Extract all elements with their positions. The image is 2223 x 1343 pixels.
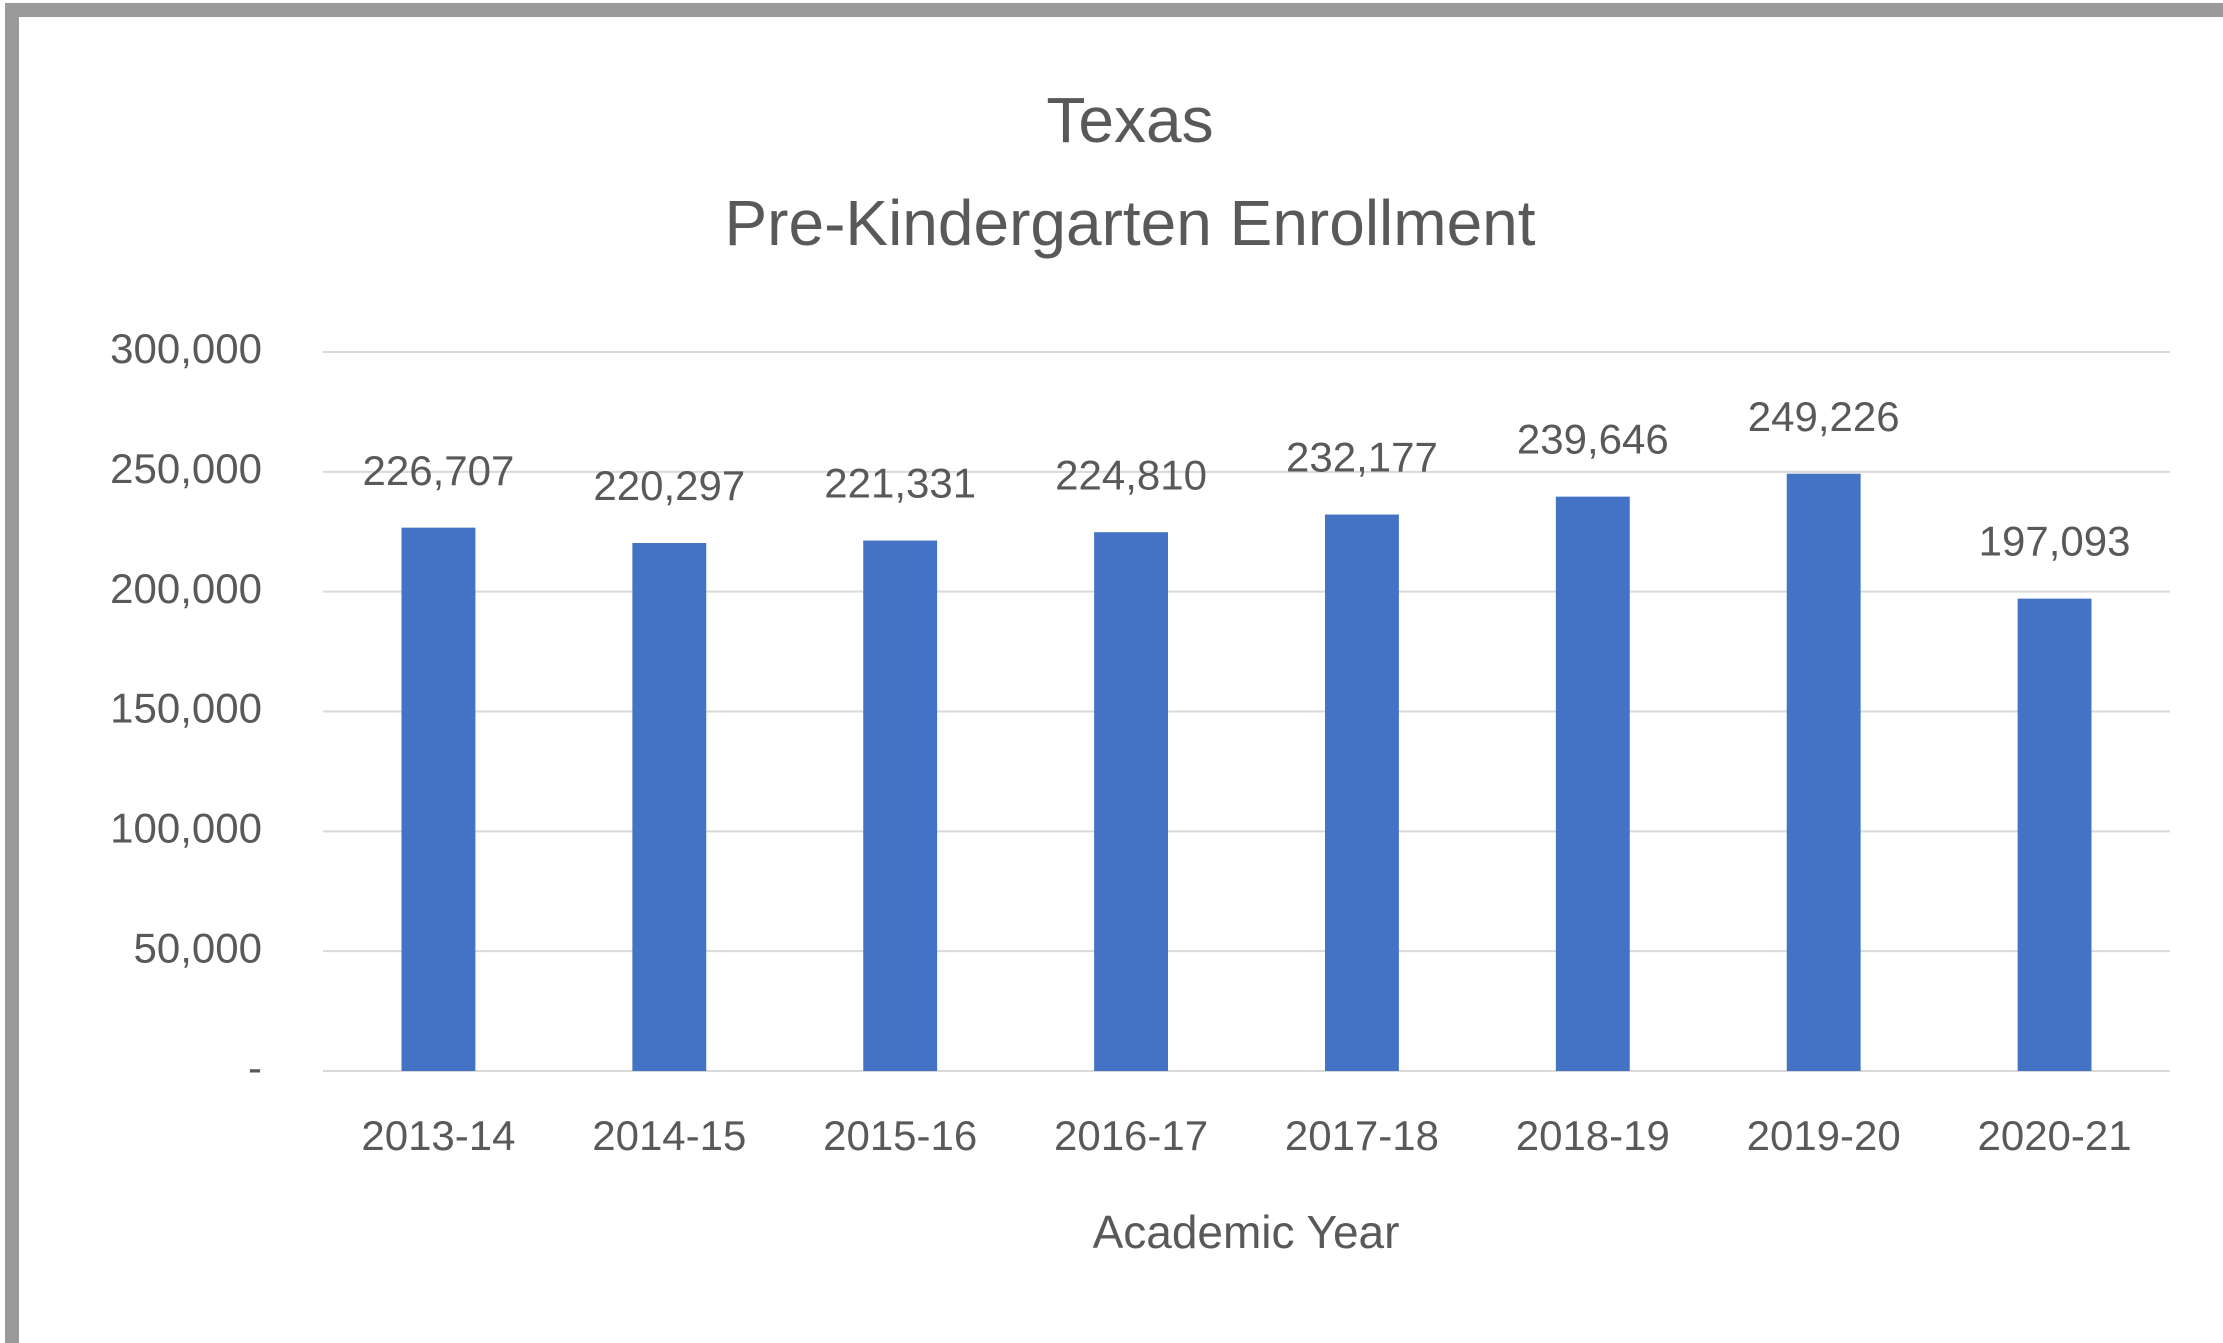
frame [5, 3, 2223, 1343]
bar [1094, 532, 1169, 1071]
data-label: 232,177 [1286, 434, 1438, 481]
data-label: 226,707 [363, 447, 515, 494]
chart-subtitle: Pre-Kindergarten Enrollment [724, 187, 1535, 259]
x-tick-label: 2016-17 [1054, 1112, 1208, 1159]
y-tick-label: 100,000 [110, 804, 262, 851]
chart-title: Texas [1046, 84, 1213, 156]
bar [401, 527, 476, 1071]
x-tick-label: 2014-15 [592, 1112, 746, 1159]
bar [1555, 496, 1630, 1071]
data-label: 239,646 [1517, 416, 1669, 463]
y-tick-label: 150,000 [110, 685, 262, 732]
y-tick-label: - [248, 1044, 262, 1091]
y-tick-label: 50,000 [134, 924, 262, 971]
bar [1324, 514, 1399, 1071]
x-tick-label: 2019-20 [1747, 1112, 1901, 1159]
data-label: 220,297 [593, 462, 745, 509]
data-label: 221,331 [824, 460, 976, 507]
y-tick-label: 300,000 [110, 325, 262, 372]
data-label: 249,226 [1748, 393, 1900, 440]
x-tick-label: 2015-16 [823, 1112, 977, 1159]
bar [1786, 473, 1861, 1071]
x-tick-label: 2020-21 [1977, 1112, 2131, 1159]
x-tick-label: 2018-19 [1516, 1112, 1670, 1159]
data-label: 224,810 [1055, 451, 1207, 498]
x-tick-label: 2017-18 [1285, 1112, 1439, 1159]
bar [632, 543, 707, 1071]
x-tick-label: 2013-14 [361, 1112, 515, 1159]
x-axis-label: Academic Year [1093, 1206, 1400, 1258]
bar [863, 540, 938, 1071]
y-tick-label: 200,000 [110, 565, 262, 612]
bar [2017, 598, 2092, 1071]
data-label: 197,093 [1979, 518, 2131, 565]
y-tick-label: 250,000 [110, 445, 262, 492]
